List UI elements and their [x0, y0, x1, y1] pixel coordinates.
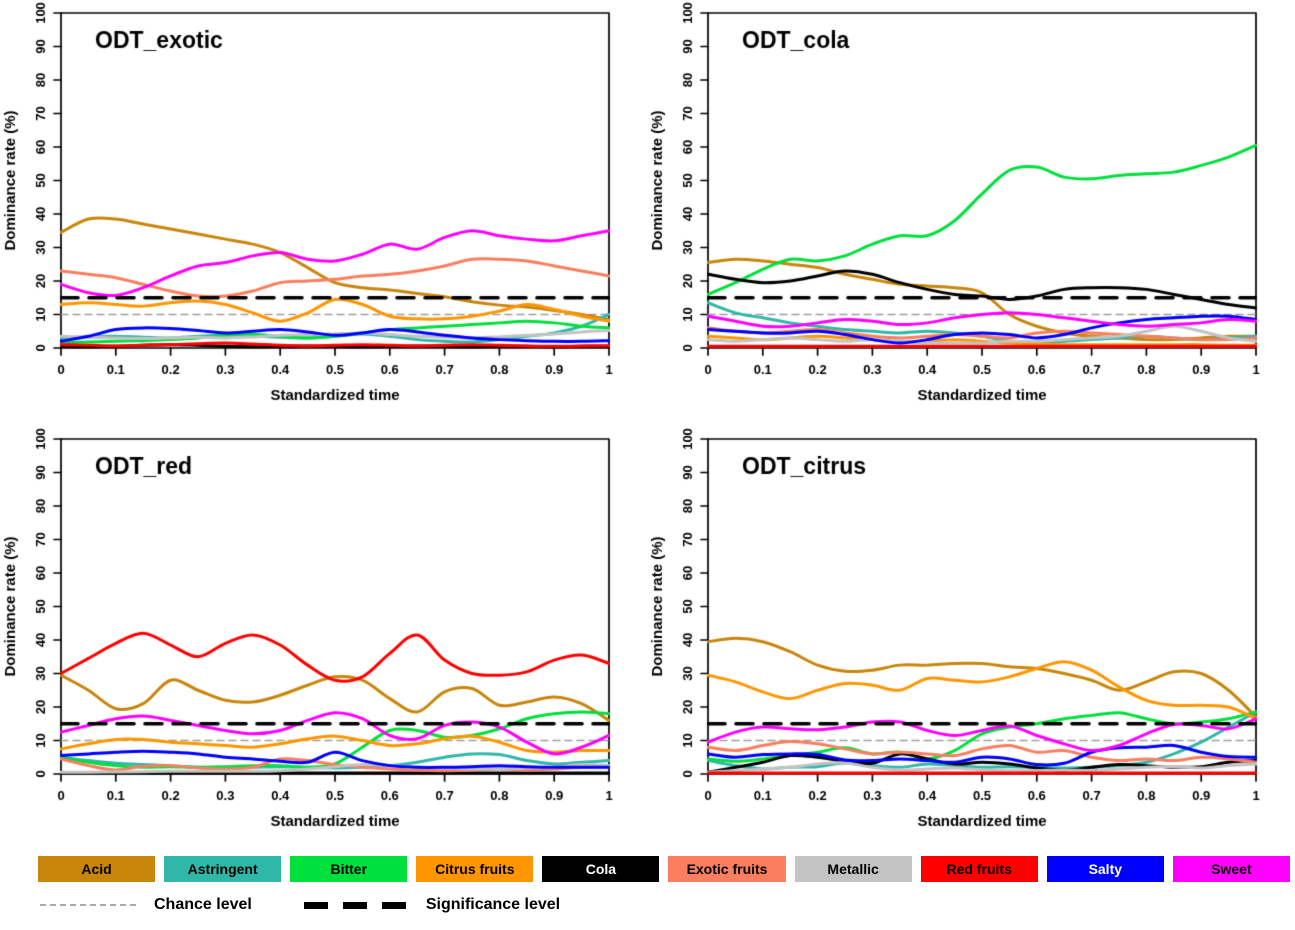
panel-odt-citrus: [647, 426, 1295, 852]
chance-level-label: Chance level: [154, 896, 252, 913]
attribute-legend: Acid Astringent Bitter Citrus fruits Col…: [38, 856, 1290, 882]
panel-odt-red-canvas: [0, 426, 647, 852]
panel-odt-cola: [647, 0, 1295, 426]
panel-odt-exotic: [0, 0, 647, 426]
significance-level-line-sample: [303, 901, 408, 909]
legend-item-acid: Acid: [38, 856, 156, 882]
panel-odt-red: [0, 426, 647, 852]
panel-odt-citrus-canvas: [647, 426, 1294, 852]
levels-legend: Chance level Significance level: [40, 894, 1295, 916]
legend-item-metallic: Metallic: [794, 856, 912, 882]
chance-level-line-sample: [40, 904, 136, 906]
legend-item-exotic-fruits: Exotic fruits: [668, 856, 786, 882]
panels-grid: [0, 0, 1295, 852]
legend-item-citrus-fruits: Citrus fruits: [416, 856, 534, 882]
significance-level-label: Significance level: [425, 896, 561, 913]
panel-odt-exotic-canvas: [0, 0, 647, 426]
legend-item-salty: Salty: [1046, 856, 1164, 882]
panel-odt-cola-canvas: [647, 0, 1294, 426]
legend-item-cola: Cola: [542, 856, 660, 882]
legend-item-astringent: Astringent: [164, 856, 282, 882]
legend-item-sweet: Sweet: [1172, 856, 1290, 882]
legend-item-red-fruits: Red fruits: [920, 856, 1038, 882]
legend-item-bitter: Bitter: [290, 856, 408, 882]
